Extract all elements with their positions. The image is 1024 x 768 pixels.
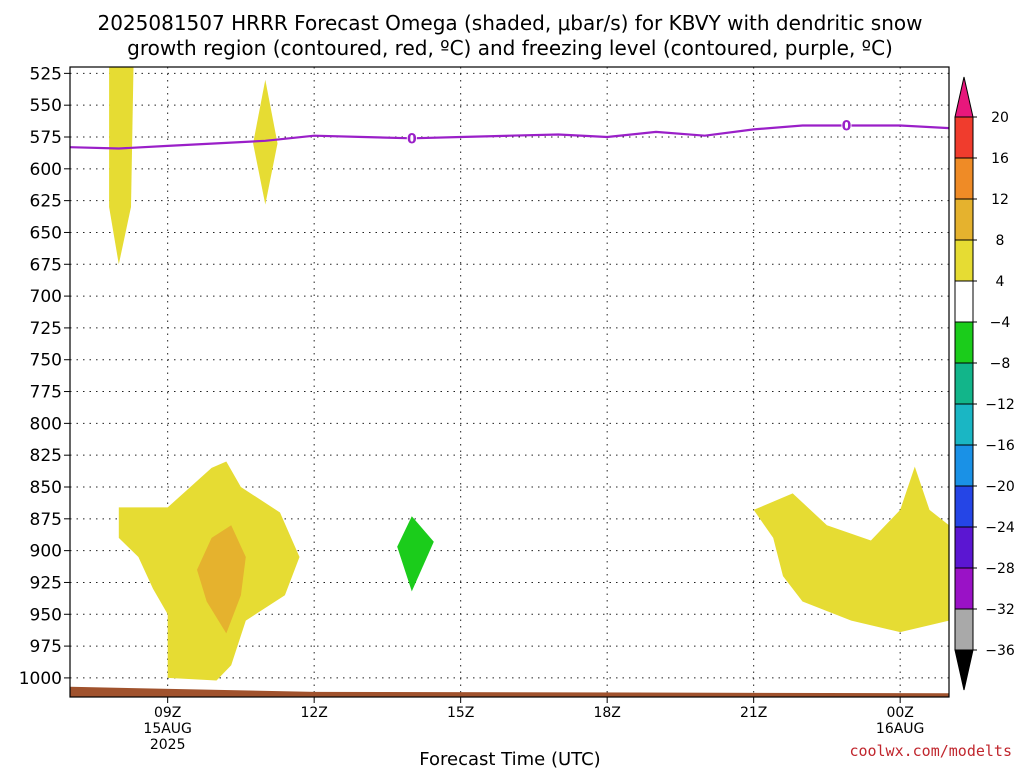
freezing-level-label: 0 bbox=[407, 131, 417, 147]
y-tick-label: 725 bbox=[30, 319, 62, 339]
y-tick-label: 800 bbox=[30, 414, 62, 434]
colorbar-tick-label: 20 bbox=[991, 110, 1009, 126]
y-tick-label: 550 bbox=[30, 96, 62, 116]
colorbar-tick-label: −36 bbox=[985, 643, 1015, 659]
omega-region bbox=[197, 525, 246, 634]
omega-region bbox=[253, 79, 278, 205]
y-tick-label: 700 bbox=[30, 287, 62, 307]
y-tick-label: 575 bbox=[30, 128, 62, 148]
colorbar-box bbox=[954, 362, 974, 405]
x-tick-label: 21Z bbox=[740, 705, 767, 721]
x-axis-title: Forecast Time (UTC) bbox=[419, 749, 600, 768]
site-credit: coolwx.com/modelts bbox=[849, 742, 1012, 760]
omega-region bbox=[397, 516, 434, 592]
y-tick-label: 625 bbox=[30, 192, 62, 212]
chart-title-line-2: growth region (contoured, red, ºC) and f… bbox=[127, 36, 893, 60]
x-tick-label: 12Z bbox=[300, 705, 327, 721]
y-tick-label: 950 bbox=[30, 605, 62, 625]
plot-frame bbox=[69, 66, 950, 698]
y-tick-label: 675 bbox=[30, 255, 62, 275]
colorbar-box bbox=[954, 608, 974, 651]
colorbar-box bbox=[954, 280, 974, 323]
y-tick-label: 875 bbox=[30, 510, 62, 530]
ground-surface bbox=[70, 686, 949, 697]
colorbar-box bbox=[954, 567, 974, 610]
freezing-level-line bbox=[69, 124, 950, 150]
colorbar-box bbox=[954, 444, 974, 487]
chart-title-line-1: 2025081507 HRRR Forecast Omega (shaded, … bbox=[97, 11, 922, 35]
ground-fill bbox=[70, 686, 949, 697]
colorbar-tick-label: −24 bbox=[985, 520, 1015, 536]
plot-area: 00 bbox=[69, 66, 950, 698]
colorbar-tick-label: −28 bbox=[985, 561, 1015, 577]
colorbar-box bbox=[954, 321, 974, 364]
colorbar-tick-label: −20 bbox=[985, 479, 1015, 495]
y-tick-label: 650 bbox=[30, 223, 62, 243]
colorbar-tick-label: 8 bbox=[996, 233, 1005, 249]
colorbar-tick-label: 12 bbox=[991, 192, 1009, 208]
y-tick-label: 600 bbox=[30, 160, 62, 180]
omega-region bbox=[753, 466, 949, 633]
colorbar-box bbox=[954, 526, 974, 569]
freezing-level-contour: 00 bbox=[69, 118, 950, 150]
x-tick-label: 18Z bbox=[593, 705, 620, 721]
x-tick-label: 00Z bbox=[886, 705, 913, 721]
colorbar-tick-label: −8 bbox=[990, 356, 1011, 372]
colorbar-tick-label: −32 bbox=[985, 602, 1015, 618]
x-tick-label: 15AUG bbox=[143, 721, 192, 737]
colorbar-tick-label: 16 bbox=[991, 151, 1009, 167]
colorbar-box bbox=[954, 239, 974, 282]
colorbar-box bbox=[954, 485, 974, 528]
omega-region bbox=[109, 67, 134, 265]
colorbar-bottom-arrow bbox=[954, 649, 974, 691]
x-tick-label: 16AUG bbox=[876, 721, 925, 737]
y-tick-label: 900 bbox=[30, 542, 62, 562]
y-tick-label: 1000 bbox=[19, 669, 62, 689]
colorbar-tick-label: −4 bbox=[990, 315, 1011, 331]
freezing-level-label: 0 bbox=[842, 119, 852, 135]
y-tick-label: 750 bbox=[30, 351, 62, 371]
x-tick-label: 2025 bbox=[150, 737, 186, 753]
y-tick-label: 525 bbox=[30, 64, 62, 84]
colorbar-tick-label: 4 bbox=[996, 274, 1005, 290]
omega-shading bbox=[109, 67, 949, 681]
x-tick-label: 15Z bbox=[447, 705, 474, 721]
y-tick-label: 775 bbox=[30, 383, 62, 403]
colorbar-tick-label: −16 bbox=[985, 438, 1015, 454]
colorbar: 20 16 12 8 4 −4 −8 −12 −16 −20 −24 −28 −32 −36 bbox=[954, 76, 1015, 691]
contour-label-bg bbox=[841, 118, 852, 133]
colorbar-box bbox=[954, 116, 974, 159]
y-tick-label: 975 bbox=[30, 637, 62, 657]
colorbar-box bbox=[954, 403, 974, 446]
grid-lines bbox=[70, 67, 949, 697]
colorbar-box bbox=[954, 198, 974, 241]
y-tick-label: 850 bbox=[30, 478, 62, 498]
colorbar-box bbox=[954, 157, 974, 200]
y-tick-label: 925 bbox=[30, 573, 62, 593]
contour-label-bg bbox=[406, 131, 417, 146]
colorbar-tick-label: −12 bbox=[985, 397, 1015, 413]
y-axis-ticks: 525 550 575 600 625 650 675 700 725 750 775 800 825 8… bbox=[19, 64, 70, 689]
y-tick-label: 825 bbox=[30, 446, 62, 466]
colorbar-top-arrow bbox=[954, 76, 974, 118]
x-tick-label: 09Z bbox=[154, 705, 181, 721]
